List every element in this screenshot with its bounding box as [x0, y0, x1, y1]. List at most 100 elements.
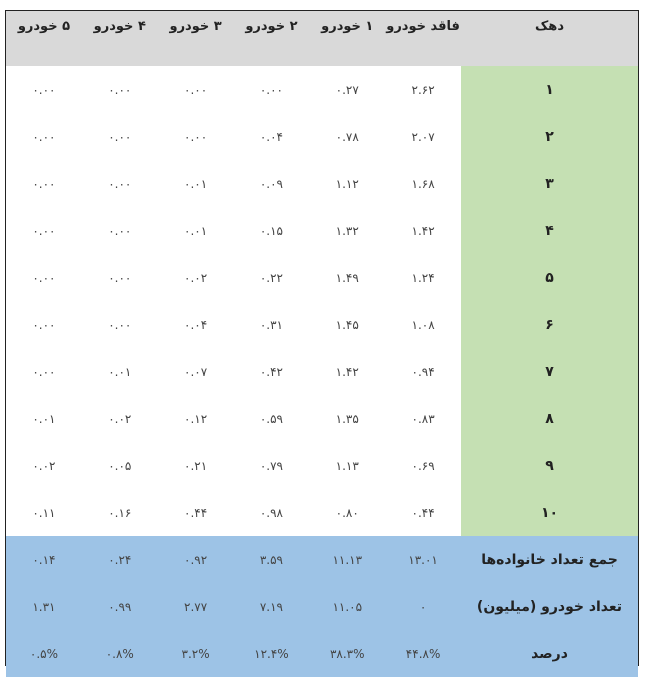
- value-cell: ۰.۰۹: [259, 176, 283, 191]
- summary-value-cell: ۰: [385, 583, 461, 630]
- value-cell: ۰.۰۱: [184, 176, 208, 191]
- dahak-cell: ۱۰: [461, 489, 638, 536]
- header-4-car: ۴ خودرو: [81, 11, 158, 66]
- value-cell: ۰.۰۰: [259, 82, 283, 97]
- summary-value-cell: ۷.۱۹: [233, 583, 310, 630]
- dahak-cell: ۷: [461, 348, 638, 395]
- table-row: ۷ ۰.۹۴ ۱.۴۲ ۰.۴۲ ۰.۰۷ ۰.۰۱ ۰.۰۰: [6, 348, 638, 395]
- header-dahak: دهک: [461, 11, 638, 66]
- table-row: ۹ ۰.۶۹ ۱.۱۳ ۰.۷۹ ۰.۲۱ ۰.۰۵ ۰.۰۲: [6, 442, 638, 489]
- value-cell: ۰.۰۷: [184, 364, 208, 379]
- table-row: ۱ ۲.۶۲ ۰.۲۷ ۰.۰۰ ۰.۰۰ ۰.۰۰ ۰.۰۰: [6, 66, 638, 113]
- summary-row: درصد ۴۴.۸% ۳۸.۳% ۱۲.۴% ۳.۲% ۰.۸% ۰.۵%: [6, 630, 638, 677]
- value-cell: ۰.۰۰: [184, 129, 208, 144]
- header-row: دهک فاقد خودرو ۱ خودرو ۲ خودرو ۳ خودرو ۴…: [6, 11, 638, 66]
- summary-value-cell: ۰.۹۹: [81, 583, 158, 630]
- value-cell: ۰.۴۴: [411, 505, 435, 520]
- dahak-cell: ۱: [461, 66, 638, 113]
- header-3-car: ۳ خودرو: [157, 11, 234, 66]
- summary-value-cell: ۰.۹۲: [157, 536, 234, 583]
- value-cell: ۰.۰۱: [184, 223, 208, 238]
- value-cell: ۱.۱۲: [335, 176, 359, 191]
- value-cell: ۰.۸۰: [335, 505, 359, 520]
- summary-value-cell: ۰.۵%: [6, 630, 82, 677]
- value-cell: ۰.۰۰: [108, 223, 132, 238]
- value-cell: ۰.۰۵: [108, 458, 132, 473]
- dahak-cell: ۵: [461, 254, 638, 301]
- summary-value-cell: ۳.۲%: [157, 630, 234, 677]
- value-cell: ۰.۰۰: [32, 129, 56, 144]
- value-cell: ۰.۸۳: [411, 411, 435, 426]
- value-cell: ۱.۳۲: [335, 223, 359, 238]
- summary-value-cell: ۰.۸%: [81, 630, 158, 677]
- header-2-car: ۲ خودرو: [233, 11, 310, 66]
- value-cell: ۱.۴۲: [411, 223, 435, 238]
- value-cell: ۰.۶۹: [411, 458, 435, 473]
- summary-row: جمع تعداد خانواده‌ها ۱۳.۰۱ ۱۱.۱۳ ۳.۵۹ ۰.۹۲ ۰.…: [6, 536, 638, 583]
- car-ownership-table: دهک فاقد خودرو ۱ خودرو ۲ خودرو ۳ خودرو ۴…: [6, 11, 638, 677]
- summary-label: درصد: [461, 630, 638, 677]
- summary-value-cell: ۱۱.۰۵: [309, 583, 386, 630]
- value-cell: ۰.۰۲: [32, 458, 56, 473]
- header-1-car: ۱ خودرو: [309, 11, 386, 66]
- table-row: ۳ ۱.۶۸ ۱.۱۲ ۰.۰۹ ۰.۰۱ ۰.۰۰ ۰.۰۰: [6, 160, 638, 207]
- value-cell: ۰.۰۰: [184, 82, 208, 97]
- value-cell: ۰.۱۲: [184, 411, 208, 426]
- value-cell: ۰.۰۲: [184, 270, 208, 285]
- value-cell: ۰.۰۴: [259, 129, 283, 144]
- value-cell: ۰.۹۴: [411, 364, 435, 379]
- dahak-cell: ۹: [461, 442, 638, 489]
- summary-value-cell: ۱۱.۱۳: [309, 536, 386, 583]
- header-5-car: ۵ خودرو: [6, 11, 82, 66]
- value-cell: ۰.۵۹: [259, 411, 283, 426]
- value-cell: ۰.۳۱: [259, 317, 283, 332]
- value-cell: ۱.۶۸: [411, 176, 435, 191]
- value-cell: ۰.۰۲: [108, 411, 132, 426]
- value-cell: ۰.۲۲: [259, 270, 283, 285]
- table-row: ۶ ۱.۰۸ ۱.۴۵ ۰.۳۱ ۰.۰۴ ۰.۰۰ ۰.۰۰: [6, 301, 638, 348]
- table-row: ۸ ۰.۸۳ ۱.۳۵ ۰.۵۹ ۰.۱۲ ۰.۰۲ ۰.۰۱: [6, 395, 638, 442]
- value-cell: ۰.۰۱: [32, 411, 56, 426]
- summary-label: تعداد خودرو (میلیون): [461, 583, 638, 630]
- value-cell: ۰.۰۰: [108, 317, 132, 332]
- value-cell: ۰.۰۰: [32, 270, 56, 285]
- value-cell: ۱.۳۵: [335, 411, 359, 426]
- summary-row: تعداد خودرو (میلیون) ۰ ۱۱.۰۵ ۷.۱۹ ۲.۷۷ ۰.۹۹ ۱.…: [6, 583, 638, 630]
- value-cell: ۰.۱۶: [108, 505, 132, 520]
- value-cell: ۰.۱۱: [32, 505, 56, 520]
- value-cell: ۱.۴۹: [335, 270, 359, 285]
- table-row: ۵ ۱.۲۴ ۱.۴۹ ۰.۲۲ ۰.۰۲ ۰.۰۰ ۰.۰۰: [6, 254, 638, 301]
- value-cell: ۰.۰۰: [32, 82, 56, 97]
- value-cell: ۰.۰۰: [32, 176, 56, 191]
- value-cell: ۱.۲۴: [411, 270, 435, 285]
- value-cell: ۰.۴۴: [184, 505, 208, 520]
- value-cell: ۰.۰۱: [108, 364, 132, 379]
- summary-value-cell: ۲.۷۷: [157, 583, 234, 630]
- value-cell: ۰.۷۸: [335, 129, 359, 144]
- dahak-cell: ۸: [461, 395, 638, 442]
- header-no-car: فاقد خودرو: [385, 11, 461, 66]
- summary-value-cell: ۰.۲۴: [81, 536, 158, 583]
- table-row: ۲ ۲.۰۷ ۰.۷۸ ۰.۰۴ ۰.۰۰ ۰.۰۰ ۰.۰۰: [6, 113, 638, 160]
- value-cell: ۲.۶۲: [411, 82, 435, 97]
- value-cell: ۰.۰۴: [184, 317, 208, 332]
- data-table-frame: دهک فاقد خودرو ۱ خودرو ۲ خودرو ۳ خودرو ۴…: [5, 10, 639, 677]
- summary-value-cell: ۳.۵۹: [233, 536, 310, 583]
- summary-value-cell: ۱۳.۰۱: [385, 536, 461, 583]
- value-cell: ۰.۱۵: [259, 223, 283, 238]
- dahak-cell: ۴: [461, 207, 638, 254]
- value-cell: ۰.۰۰: [108, 129, 132, 144]
- dahak-cell: ۲: [461, 113, 638, 160]
- dahak-cell: ۳: [461, 160, 638, 207]
- value-cell: ۱.۴۵: [335, 317, 359, 332]
- value-cell: ۱.۰۸: [411, 317, 435, 332]
- value-cell: ۱.۱۳: [335, 458, 359, 473]
- value-cell: ۰.۲۱: [184, 458, 208, 473]
- value-cell: ۰.۴۲: [259, 364, 283, 379]
- value-cell: ۰.۰۰: [32, 364, 56, 379]
- value-cell: ۰.۰۰: [108, 270, 132, 285]
- summary-value-cell: ۴۴.۸%: [385, 630, 461, 677]
- table-row: ۴ ۱.۴۲ ۱.۳۲ ۰.۱۵ ۰.۰۱ ۰.۰۰ ۰.۰۰: [6, 207, 638, 254]
- summary-label: جمع تعداد خانواده‌ها: [461, 536, 638, 583]
- summary-value-cell: ۱۲.۴%: [233, 630, 310, 677]
